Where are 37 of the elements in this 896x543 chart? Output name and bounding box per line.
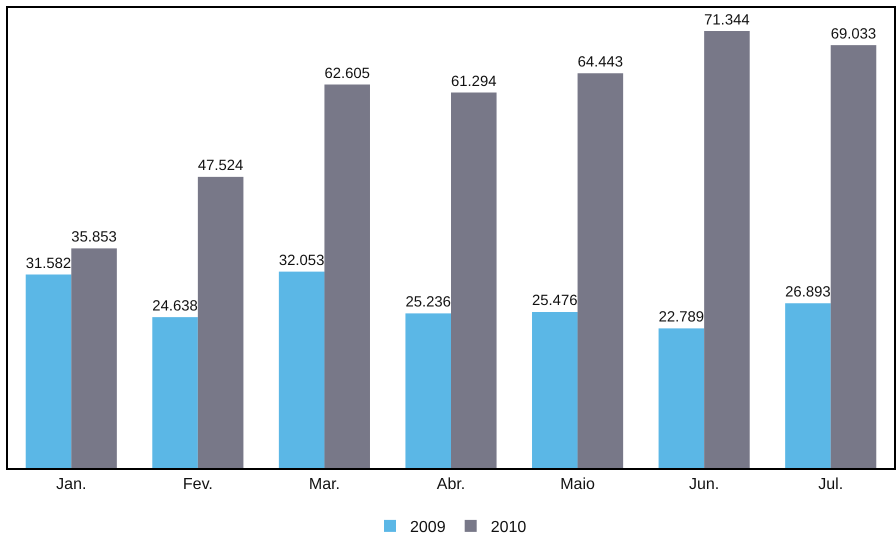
data-label: 22.789 <box>658 310 704 326</box>
bar <box>71 248 117 468</box>
data-label: 25.236 <box>405 294 451 311</box>
bar <box>578 73 624 468</box>
x-tick-label: Jan. <box>56 476 86 493</box>
x-tick-label: Jul. <box>818 476 844 493</box>
data-label: 32.053 <box>278 252 324 269</box>
data-label: 35.853 <box>71 230 117 246</box>
data-label: 64.443 <box>578 54 624 71</box>
x-tick-label: Mar. <box>308 476 340 493</box>
data-label: 24.638 <box>152 298 198 314</box>
data-label: 31.582 <box>26 256 72 272</box>
data-label: 47.524 <box>198 158 244 174</box>
bar <box>830 45 876 468</box>
bar <box>278 272 324 468</box>
x-tick-label: Fev. <box>182 476 213 493</box>
data-label: 62.605 <box>324 66 370 82</box>
legend-label: 2010 <box>490 519 526 536</box>
bar <box>532 312 578 468</box>
bar <box>704 31 750 468</box>
bar <box>405 313 451 468</box>
bar <box>152 317 198 468</box>
legend-label: 2009 <box>410 519 446 536</box>
bar <box>324 84 370 468</box>
data-label: 26.893 <box>785 284 831 301</box>
bar <box>658 328 704 468</box>
data-label: 61.294 <box>451 74 496 90</box>
data-label: 25.476 <box>532 293 578 310</box>
data-label: 69.033 <box>830 26 876 42</box>
bar <box>198 176 244 468</box>
bar <box>785 303 831 468</box>
data-label: 71.344 <box>704 12 750 28</box>
bar <box>451 92 497 468</box>
bar <box>26 274 72 468</box>
x-tick-label: Jun. <box>689 476 720 493</box>
x-tick-label: Abr. <box>436 476 466 493</box>
x-tick-label: Maio <box>560 476 596 493</box>
